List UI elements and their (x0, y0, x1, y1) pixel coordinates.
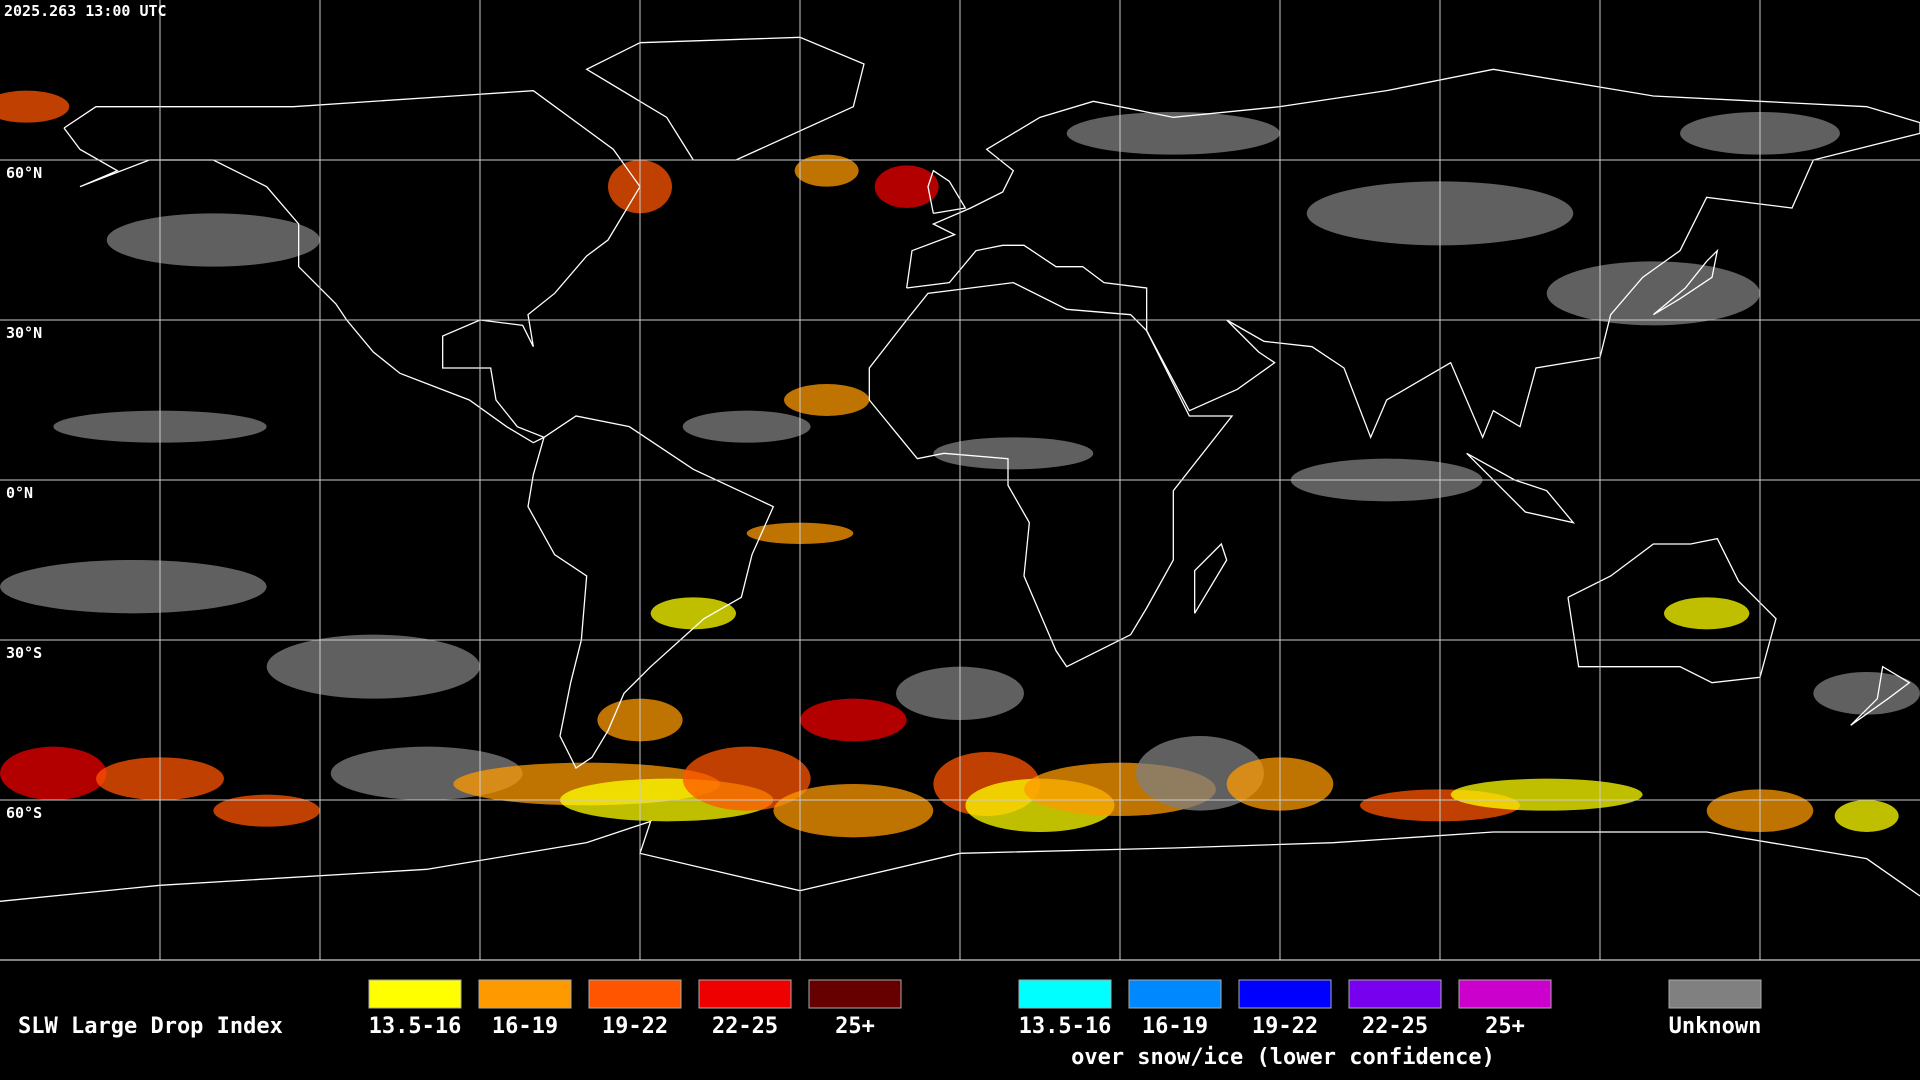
legend-label: 13.5-16 (369, 1014, 462, 1039)
coastline (868, 281, 1234, 668)
coastline (0, 820, 1920, 902)
cloud-patch (0, 560, 267, 614)
legend-swatch (1668, 979, 1762, 1009)
legend-swatch (698, 979, 792, 1009)
legend-swatch (588, 979, 682, 1009)
legend-label: 25+ (1485, 1014, 1525, 1039)
latitude-label: 0°N (6, 484, 33, 502)
map: 60°N 30°N 0°N 30°S 60°S (0, 0, 1920, 960)
cloud-patch (106, 213, 320, 267)
legend-swatch (1238, 979, 1332, 1009)
coastline (1652, 248, 1719, 316)
coastline (1850, 665, 1911, 726)
coastline (1567, 537, 1777, 684)
legend-swatch (1458, 979, 1552, 1009)
cloud-patch (1546, 261, 1760, 326)
legend-swatch (478, 979, 572, 1009)
cloud-patch (682, 746, 811, 811)
legend-label: 19-22 (1252, 1014, 1318, 1039)
cloud-patch (266, 634, 480, 699)
legend-label: 19-22 (602, 1014, 668, 1039)
legend-swatch (1018, 979, 1112, 1009)
latitude-label: 30°N (6, 324, 42, 342)
legend-label: 13.5-16 (1019, 1014, 1112, 1039)
legend-swatch (1348, 979, 1442, 1009)
legend-title: SLW Large Drop Index (18, 1014, 283, 1039)
cloud-patch (682, 410, 811, 443)
legend-swatch (1128, 979, 1222, 1009)
cloud-patch (0, 746, 107, 800)
cloud-patch (213, 794, 320, 827)
coastline (1194, 542, 1228, 614)
legend-label: Unknown (1669, 1014, 1762, 1039)
cloud-patch (784, 384, 870, 416)
latitude-label: 60°N (6, 164, 42, 182)
cloud-patch (1813, 672, 1920, 715)
coastline (527, 415, 775, 769)
legend-label: 22-25 (712, 1014, 778, 1039)
legend-swatch (368, 979, 462, 1009)
cloud-patch (1664, 597, 1750, 630)
legend-note: over snow/ice (lower confidence) (1071, 1045, 1495, 1070)
timestamp: 2025.263 13:00 UTC (4, 2, 167, 20)
cloud-patch (650, 597, 736, 630)
legend-label: 22-25 (1362, 1014, 1428, 1039)
latitude-label: 60°S (6, 804, 42, 822)
cloud-patch (0, 90, 70, 123)
legend-label: 25+ (835, 1014, 875, 1039)
cloud-patch (800, 698, 907, 742)
cloud-patch (1066, 112, 1280, 155)
legend-swatch (808, 979, 902, 1009)
cloud-patch (773, 784, 934, 838)
cloud-patch (874, 165, 939, 208)
cloud-patch (1450, 778, 1643, 811)
legend-label: 16-19 (1142, 1014, 1208, 1039)
legend: SLW Large Drop Index over snow/ice (lowe… (18, 979, 1762, 1070)
coastline (63, 90, 641, 444)
cloud-patch (794, 154, 859, 187)
coastline (1466, 452, 1576, 524)
legend-label: 16-19 (492, 1014, 558, 1039)
cloud-patch (933, 437, 1094, 470)
latitude-label: 30°S (6, 644, 42, 662)
cloud-patch (1834, 800, 1899, 832)
